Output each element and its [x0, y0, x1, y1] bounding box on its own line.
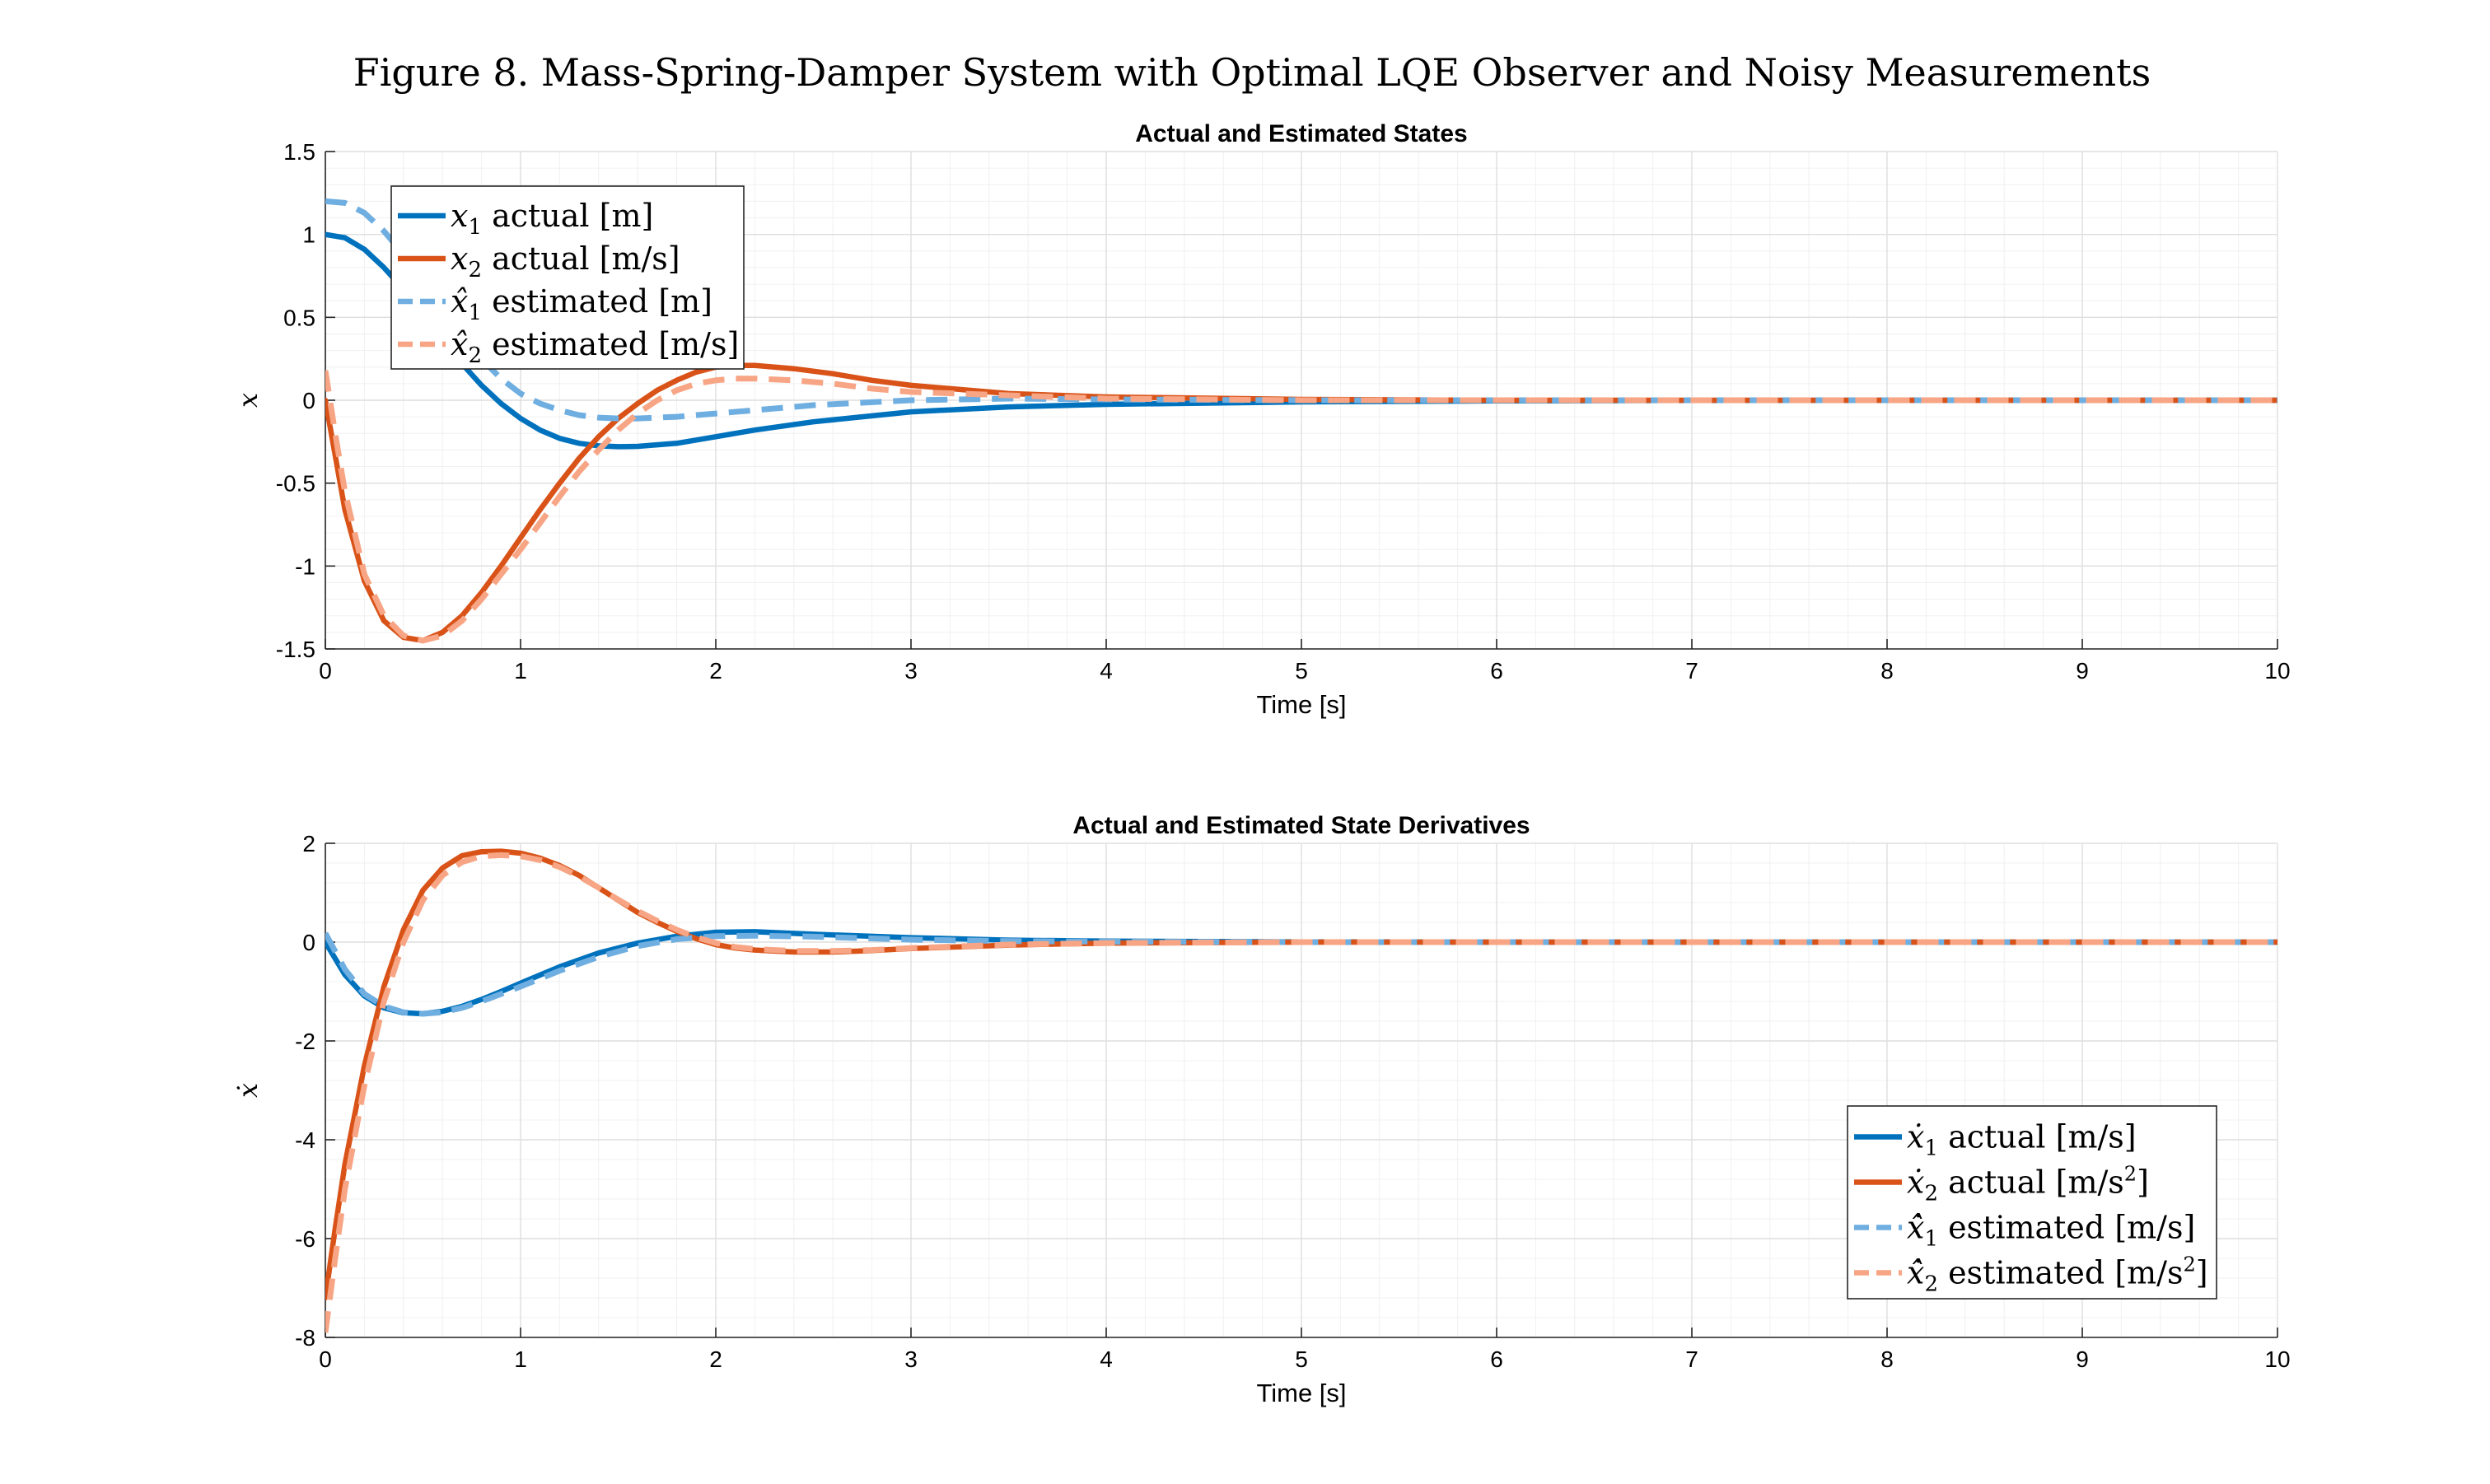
y-tick-label: -1 — [295, 553, 315, 579]
series-line-3 — [325, 931, 2277, 1017]
x-tick-label: 3 — [904, 1346, 918, 1372]
x-tick-label: 3 — [904, 658, 918, 684]
x-tick-label: 6 — [1490, 658, 1503, 684]
y-tick-label: 0 — [302, 388, 315, 413]
y-tick-label: -1.5 — [276, 637, 315, 662]
legend-entry-1: x1 actual [m] — [451, 198, 653, 240]
y-tick-label: -4 — [295, 1127, 315, 1153]
legend-entry-3: x̂1 estimated [m] — [451, 283, 712, 325]
x-tick-label: 1 — [514, 1346, 527, 1372]
x-tick-label: 6 — [1490, 1346, 1503, 1372]
x-tick-label: 0 — [319, 658, 332, 684]
x-tick-label: 1 — [514, 658, 527, 684]
x-tick-label: 8 — [1880, 658, 1894, 684]
y-tick-label: 1.5 — [283, 139, 315, 165]
legend-entry-2: ẋ2 actual [m/s2] — [1907, 1163, 2149, 1206]
x-axis-label: Time [s] — [1256, 1379, 1346, 1407]
x-tick-label: 4 — [1100, 658, 1113, 684]
legend: ẋ1 actual [m/s]ẋ2 actual [m/s2]ẋ̂1 estim… — [1847, 1105, 2217, 1300]
series-line-4 — [325, 852, 2277, 1333]
x-axis-label: Time [s] — [1256, 690, 1346, 719]
y-tick-label: -0.5 — [276, 471, 315, 497]
x-tick-label: 0 — [319, 1346, 332, 1372]
y-tick-label: -8 — [295, 1325, 315, 1351]
y-tick-label: 0 — [302, 930, 315, 955]
x-tick-label: 9 — [2076, 658, 2089, 684]
figure-title: Figure 8. Mass-Spring-Damper System with… — [353, 50, 2151, 95]
x-tick-label: 7 — [1685, 658, 1698, 684]
y-tick-label: 0.5 — [283, 305, 315, 330]
x-tick-label: 5 — [1295, 658, 1308, 684]
derivatives-plot: Actual and Estimated State Derivatives 0 1… — [232, 812, 2291, 1407]
y-tick-label: 2 — [302, 831, 315, 856]
y-tick-label: -6 — [295, 1226, 315, 1252]
x-tick-label: 2 — [709, 1346, 722, 1372]
x-tick-label: 7 — [1685, 1346, 1698, 1372]
y-axis-label: x — [232, 393, 264, 408]
legend: x1 actual [m]x2 actual [m/s]x̂1 estimate… — [390, 185, 745, 370]
legend-entry-1: ẋ1 actual [m/s] — [1907, 1119, 2137, 1161]
y-tick-label: -2 — [295, 1029, 315, 1054]
plot-title: Actual and Estimated State Derivatives — [1072, 812, 1530, 839]
legend-entry-4: x̂2 estimated [m/s] — [451, 326, 739, 368]
legend-box — [1847, 1105, 2217, 1300]
legend-entry-3: ẋ̂1 estimated [m/s] — [1907, 1210, 2195, 1252]
y-tick-label: 1 — [302, 222, 315, 248]
x-tick-label: 2 — [709, 658, 722, 684]
x-tick-label: 9 — [2076, 1346, 2089, 1372]
legend-box — [390, 185, 745, 370]
series-line-4 — [325, 370, 2277, 644]
legend-entry-4: ẋ̂2 estimated [m/s2] — [1907, 1253, 2208, 1297]
x-tick-label: 10 — [2264, 1346, 2290, 1372]
x-tick-label: 5 — [1295, 1346, 1308, 1372]
legend-entry-2: x2 actual [m/s] — [451, 240, 680, 282]
x-tick-label: 4 — [1100, 1346, 1113, 1372]
x-tick-label: 8 — [1880, 1346, 1894, 1372]
y-axis-label: ẋ — [232, 1083, 264, 1098]
x-tick-label: 10 — [2264, 658, 2290, 684]
plot-title: Actual and Estimated States — [1135, 120, 1467, 147]
